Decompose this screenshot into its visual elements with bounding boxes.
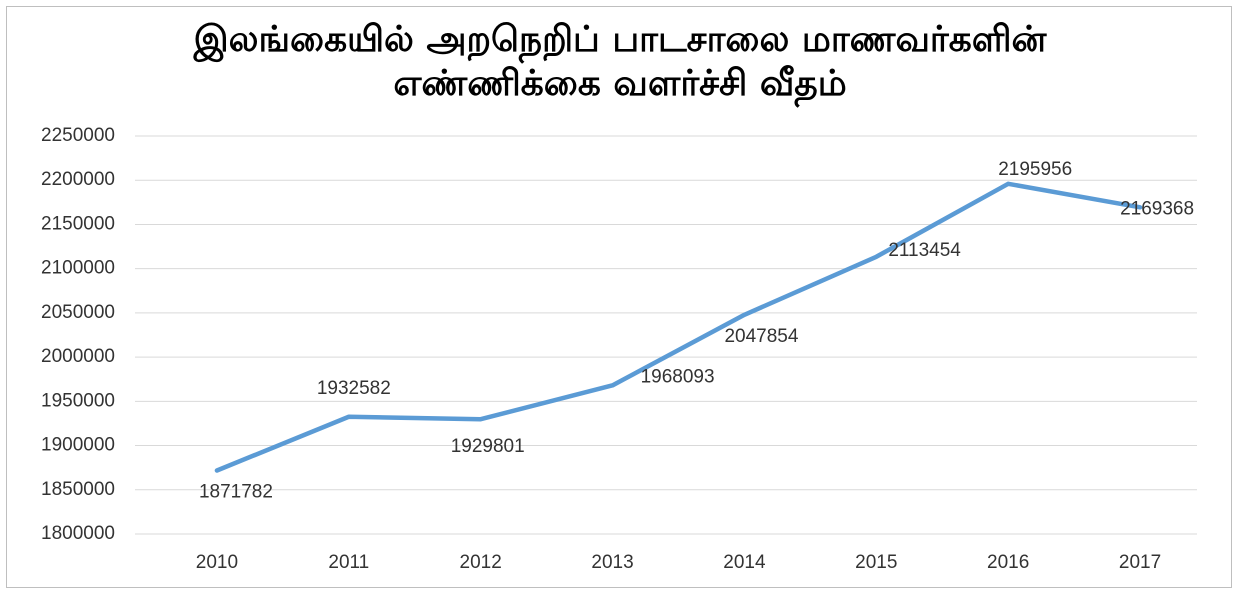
y-tick-label: 2100000	[41, 258, 115, 279]
data-label: 1932582	[317, 378, 391, 399]
y-tick-label: 2050000	[41, 302, 115, 323]
x-tick-label: 2012	[460, 552, 502, 573]
data-label: 2195956	[998, 159, 1072, 180]
y-tick-label: 1950000	[41, 390, 115, 411]
y-tick-label: 2150000	[41, 213, 115, 234]
data-label: 2169368	[1120, 198, 1194, 219]
data-label: 2047854	[724, 326, 798, 347]
y-tick-label: 1850000	[41, 479, 115, 500]
y-tick-label: 2200000	[41, 169, 115, 190]
chart-border	[6, 6, 1232, 588]
x-tick-label: 2013	[591, 552, 633, 573]
x-tick-label: 2014	[723, 552, 766, 573]
x-tick-label: 2011	[328, 552, 369, 573]
x-tick-label: 2010	[196, 552, 238, 573]
x-tick-label: 2017	[1119, 552, 1161, 573]
data-label: 1871782	[199, 482, 273, 503]
line	[214, 181, 1143, 473]
y-tick-label: 2000000	[41, 346, 115, 367]
y-tick-label: 1800000	[41, 523, 115, 544]
chart-title: இலங்கையில் அறநெறிப் பாடசாலை மாணவர்களின் …	[193, 19, 1047, 104]
data-label: 1929801	[451, 436, 525, 457]
y-tick-label: 1900000	[41, 435, 115, 456]
x-tick-label: 2016	[987, 552, 1029, 573]
data-label: 1968093	[641, 366, 715, 387]
data-label: 2113454	[888, 240, 961, 261]
y-tick-label: 2250000	[41, 125, 115, 146]
x-tick-label: 2015	[855, 552, 897, 573]
